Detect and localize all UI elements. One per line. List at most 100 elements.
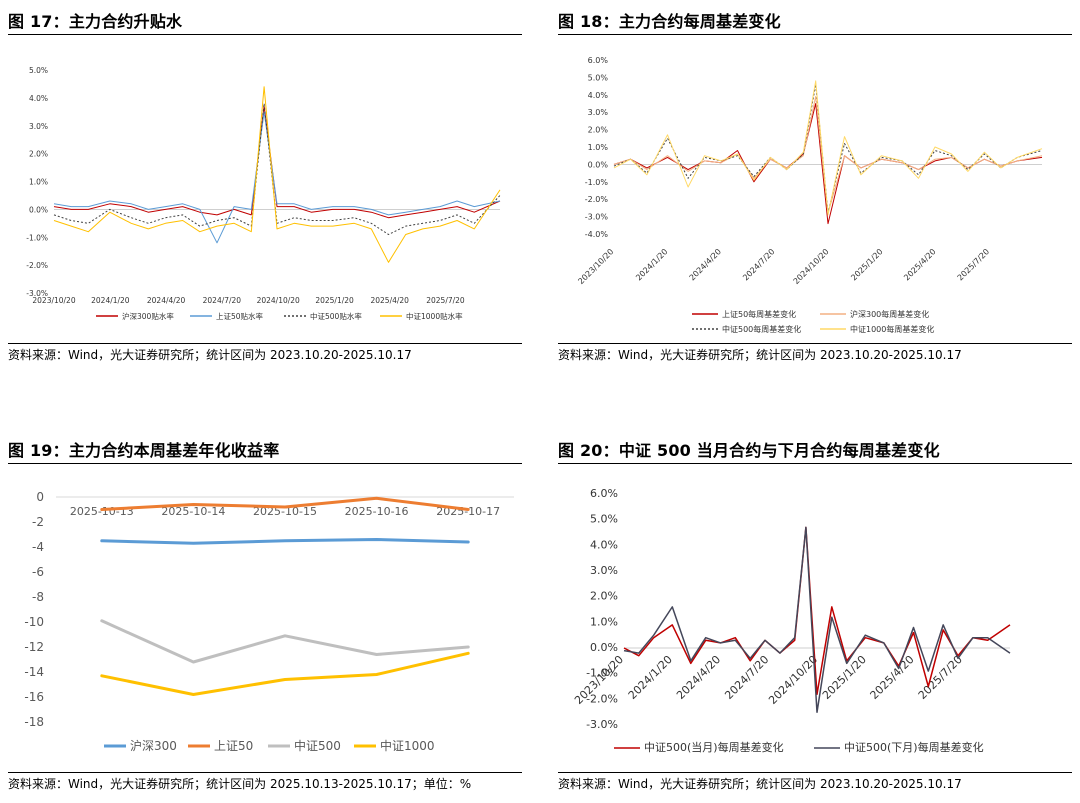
fig19-series-line-3 (100, 619, 470, 664)
fig17-xtick-label: 2025/4/20 (370, 296, 409, 305)
fig20-ytick-label: 6.0% (590, 487, 618, 500)
fig17-ytick-label: -1.0% (26, 233, 48, 242)
fig20-ytick-label: -3.0% (586, 718, 618, 731)
fig18-ytick-label: 6.0% (588, 56, 609, 65)
fig18-series-line-4 (613, 80, 1043, 216)
fig19-title: 图 19：主力合约本周基差年化收益率 (8, 441, 280, 460)
fig19-ytick-label: -2 (32, 515, 44, 529)
fig18-bottom-rule (558, 343, 1072, 344)
fig19-legend-label: 沪深300 (130, 739, 177, 753)
fig20-legend-label: 中证500(当月)每周基差变化 (644, 740, 784, 754)
fig19-ytick-label: -18 (24, 715, 44, 729)
fig18-legend-label: 沪深300每周基差变化 (850, 309, 929, 319)
fig17-legend-label: 中证1000贴水率 (406, 311, 463, 321)
fig20-ytick-label: -1.0% (586, 667, 618, 680)
fig19-source: 资料来源：Wind，光大证券研究所；统计区间为 2025.10.13-2025.… (8, 777, 472, 791)
fig17-legend-label: 中证500贴水率 (310, 311, 362, 321)
fig18-ytick-label: 5.0% (588, 73, 609, 82)
fig20-xtick-label: 2025/1/20 (820, 653, 869, 702)
fig19-series-line-4 (100, 651, 470, 696)
fig20-xtick-label: 2024/7/20 (722, 653, 771, 702)
fig18-source: 资料来源：Wind，光大证券研究所；统计区间为 2023.10.20-2025.… (558, 348, 962, 362)
fig19-ytick-label: -6 (32, 565, 44, 579)
fig17-source: 资料来源：Wind，光大证券研究所；统计区间为 2023.10.20-2025.… (8, 348, 412, 362)
fig17-ytick-label: 5.0% (29, 66, 48, 75)
fig20-ytick-label: 1.0% (590, 615, 618, 628)
fig17-ytick-label: 4.0% (29, 94, 48, 103)
fig19-ytick-label: 0 (36, 490, 44, 504)
fig20-xtick-label: 2025/7/20 (916, 653, 965, 702)
fig18-series-line-3 (613, 83, 1043, 214)
fig17-series-line-4 (53, 86, 501, 263)
fig17-top-rule (8, 34, 522, 35)
fig17-ytick-label: -2.0% (26, 261, 48, 270)
fig18-ytick-label: -2.0% (585, 195, 609, 204)
fig17-ytick-label: 3.0% (29, 122, 48, 131)
fig17-xtick-label: 2024/10/20 (257, 296, 300, 305)
fig19-xtick-label: 2025-10-14 (161, 505, 225, 518)
fig20-source: 资料来源：Wind，光大证券研究所；统计区间为 2023.10.20-2025.… (558, 777, 962, 791)
fig19-legend-label: 中证1000 (380, 738, 435, 753)
fig20-ytick-label: 0.0% (590, 641, 618, 654)
fig18-legend-label: 中证500每周基差变化 (722, 324, 801, 334)
fig20-xtick-label: 2024/1/20 (626, 653, 675, 702)
fig20-ytick-label: 2.0% (590, 590, 618, 603)
fig20-title: 图 20：中证 500 当月合约与下月合约每周基差变化 (558, 441, 940, 460)
fig18-ytick-label: 3.0% (588, 108, 609, 117)
fig20-top-rule (558, 463, 1072, 464)
fig17-xtick-label: 2024/1/20 (91, 296, 130, 305)
fig19-legend-label: 中证500 (294, 738, 341, 753)
fig20-xtick-label: 2025/4/20 (868, 653, 917, 702)
fig19-ytick-label: -8 (32, 590, 44, 604)
fig17-ytick-label: 1.0% (29, 178, 48, 187)
fig18-ytick-label: 4.0% (588, 91, 609, 100)
fig18-title: 图 18：主力合约每周基差变化 (558, 12, 781, 31)
fig19-bottom-rule (8, 772, 522, 773)
fig17-title: 图 17：主力合约升贴水 (8, 12, 183, 31)
fig17-xtick-label: 2023/10/20 (32, 296, 75, 305)
fig18-ytick-label: -1.0% (585, 178, 609, 187)
fig18-ytick-label: -4.0% (585, 230, 609, 239)
fig18-legend-label: 中证1000每周基差变化 (850, 324, 934, 334)
fig18-series-line-2 (613, 96, 1043, 214)
fig17-xtick-label: 2025/1/20 (315, 296, 354, 305)
fig19-series-line-2 (100, 496, 470, 511)
fig18-ytick-label: 2.0% (588, 126, 609, 135)
fig20-ytick-label: -2.0% (586, 692, 618, 705)
fig18-top-rule (558, 34, 1072, 35)
fig20-xtick-label: 2024/10/20 (766, 653, 820, 707)
fig19-ytick-label: -16 (24, 690, 44, 704)
fig19-legend-label: 上证50 (214, 739, 253, 753)
fig19-xtick-label: 2025-10-15 (253, 505, 317, 518)
fig17-xtick-label: 2024/7/20 (203, 296, 242, 305)
fig19-top-rule (8, 463, 522, 464)
fig17-xtick-label: 2024/4/20 (147, 296, 186, 305)
fig19-series-line-1 (100, 538, 470, 545)
fig20-series-line-2 (623, 526, 1011, 713)
fig20-xtick-label: 2024/4/20 (674, 653, 723, 702)
fig19-ytick-label: -4 (32, 540, 44, 554)
fig17-ytick-label: 0.0% (29, 205, 48, 214)
fig18-ytick-label: 0.0% (588, 160, 609, 169)
fig17-legend-label: 上证50贴水率 (216, 311, 264, 321)
fig20-ytick-label: 4.0% (590, 538, 618, 551)
fig17-legend-label: 沪深300贴水率 (122, 311, 174, 321)
fig18-legend-label: 上证50每周基差变化 (722, 309, 796, 319)
fig18-ytick-label: 1.0% (588, 143, 609, 152)
fig17-xtick-label: 2025/7/20 (426, 296, 465, 305)
fig20-ytick-label: 3.0% (590, 564, 618, 577)
fig19-ytick-label: -10 (24, 615, 44, 629)
fig18-ytick-label: -3.0% (585, 213, 609, 222)
fig17-ytick-label: -3.0% (26, 289, 48, 298)
fig20-bottom-rule (558, 772, 1072, 773)
fig17-ytick-label: 2.0% (29, 150, 48, 159)
fig17-bottom-rule (8, 343, 522, 344)
fig19-xtick-label: 2025-10-16 (345, 505, 409, 518)
fig19-ytick-label: -14 (24, 665, 44, 679)
fig19-ytick-label: -12 (24, 640, 44, 654)
fig20-ytick-label: 5.0% (590, 513, 618, 526)
